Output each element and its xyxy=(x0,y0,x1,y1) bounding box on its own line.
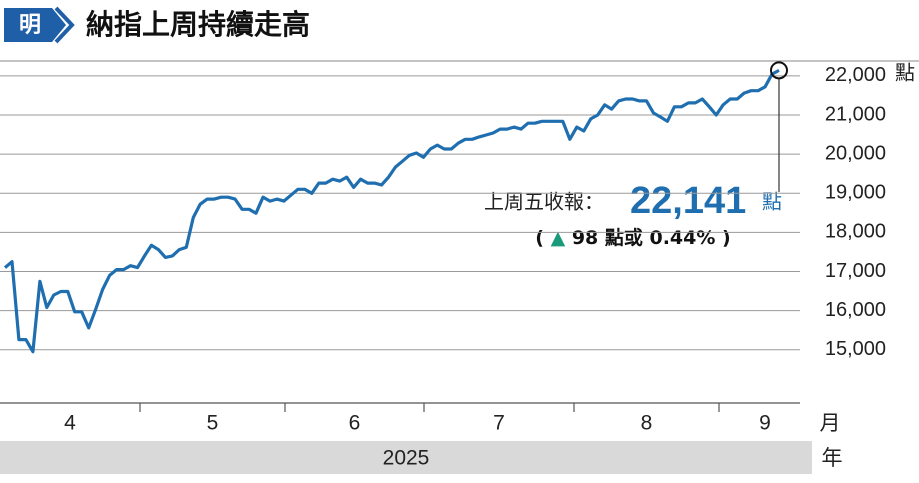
series-line xyxy=(3,68,780,354)
y-tick-label: 17,000 xyxy=(825,260,886,282)
last-point-marker xyxy=(770,61,788,80)
change-arrow: ▲ xyxy=(551,227,566,249)
year-unit: 年 xyxy=(822,446,843,470)
y-tick-label: 20,000 xyxy=(825,142,886,164)
logo-arrow xyxy=(54,6,75,44)
y-tick-label: 15,000 xyxy=(825,338,886,360)
month-label: 6 xyxy=(349,412,361,435)
y-tick-label: 21,000 xyxy=(825,103,886,125)
y-tick-label: 19,000 xyxy=(825,182,886,204)
change-suffix: ) xyxy=(722,227,731,249)
y-tick-label: 18,000 xyxy=(825,221,886,243)
month-label: 8 xyxy=(641,412,653,435)
month-label: 4 xyxy=(64,412,76,435)
month-unit: 月 xyxy=(820,411,841,435)
year-label: 2025 xyxy=(383,447,430,470)
logo-text: 明 xyxy=(19,13,41,38)
y-tick-label: 22,000 xyxy=(825,64,886,86)
logo-badge xyxy=(4,8,66,42)
month-label: 7 xyxy=(493,412,505,435)
annotation-value: 22,141 xyxy=(630,180,746,222)
annotation-unit: 點 xyxy=(762,190,782,214)
chart-title: 納指上周持續走高 xyxy=(86,8,310,41)
y-unit: 點 xyxy=(895,61,915,85)
year-band xyxy=(0,441,812,474)
month-label: 9 xyxy=(759,412,771,435)
y-tick-label: 16,000 xyxy=(825,299,886,321)
month-label: 5 xyxy=(207,412,219,435)
change-text: 98 點或 0.44% xyxy=(572,226,716,249)
change-prefix: ( xyxy=(535,227,544,249)
annotation-change: ( ▲ 98 點或 0.44% ) xyxy=(535,226,730,249)
